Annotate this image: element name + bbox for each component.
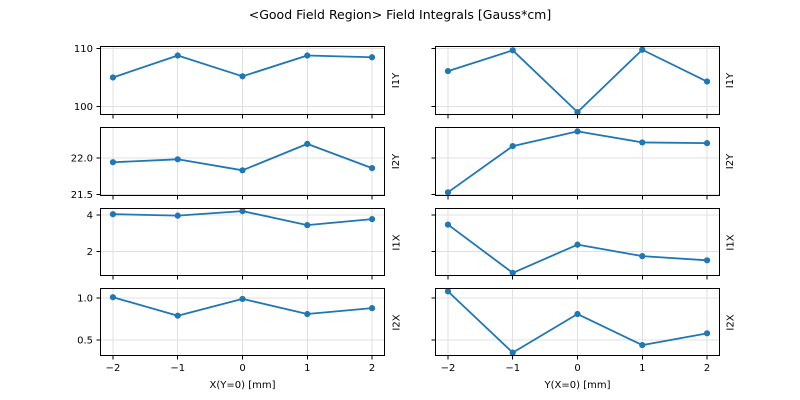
x-tick-label: 2 [704, 363, 710, 374]
ylabel-i2x-left-col: I2X [388, 288, 406, 356]
x-tick-label: 0 [574, 363, 580, 374]
subplot-canvas: 0.5 1.0 −2 −1 0 1 2 [77, 288, 385, 374]
x-tick-label: 2 [369, 363, 375, 374]
y-tick-label: 100 [74, 102, 93, 113]
subplot-canvas: 100 110 [74, 44, 385, 119]
ylabel-i1x-right-col: I1X [722, 208, 740, 276]
xlabel-left-column: X(Y=0) [mm] [209, 380, 276, 391]
ylabel-i2y-right-col: I2Y [722, 127, 740, 196]
ylabel-i1x-left-col: I1X [388, 208, 406, 276]
x-tick-label: 1 [639, 363, 645, 374]
x-tick-label: −2 [441, 363, 456, 374]
subplot-i1y-vs-x: 100 110 [74, 44, 385, 119]
subplot-canvas: 21.5 22.0 [71, 127, 385, 201]
figure-title: <Good Field Region> Field Integrals [Gau… [248, 7, 552, 22]
y-tick-label: 4 [87, 211, 93, 222]
ylabel-text: I1X [391, 233, 403, 251]
ylabel-text: I2Y [725, 153, 737, 170]
x-tick-label: −2 [106, 363, 121, 374]
y-tick-label: 22.0 [71, 153, 93, 164]
ylabel-text: I1X [725, 233, 737, 251]
y-tick-label: 0.5 [77, 336, 93, 347]
y-tick-label: 110 [74, 44, 93, 55]
y-tick-label: 1.0 [77, 294, 93, 305]
ylabel-i1y-left-col: I1Y [388, 46, 406, 115]
x-tick-label: 1 [304, 363, 310, 374]
ylabel-i1y-right-col: I1Y [722, 46, 740, 115]
x-tick-label: 0 [239, 363, 245, 374]
subplot-canvas: −2 −1 0 1 2 [431, 288, 720, 374]
x-tick-label: −1 [170, 363, 185, 374]
ylabel-i2x-right-col: I2X [722, 288, 740, 356]
y-tick-label: 21.5 [71, 190, 93, 201]
ylabel-text: I2Y [391, 153, 403, 170]
subplot-canvas [431, 127, 720, 200]
ylabel-text: I1Y [391, 72, 403, 89]
subplot-i1x-vs-y [431, 208, 720, 280]
xlabel-right-column: Y(X=0) [mm] [544, 380, 611, 391]
subplot-i2y-vs-x: 21.5 22.0 [71, 127, 385, 201]
subplot-canvas: 24 [87, 207, 385, 280]
subplot-i2x-vs-x: 0.5 1.0 −2 −1 0 1 2 [77, 288, 385, 374]
subplot-i2x-vs-y: −2 −1 0 1 2 [431, 288, 720, 374]
subplot-i1y-vs-y [431, 46, 720, 119]
ylabel-text: I2X [391, 313, 403, 331]
subplot-i2y-vs-y [431, 127, 720, 200]
ylabel-text: I2X [725, 313, 737, 331]
ylabel-text: I1Y [725, 72, 737, 89]
subplot-canvas [431, 46, 720, 119]
subplot-canvas [431, 208, 720, 280]
x-tick-label: −1 [505, 363, 520, 374]
ylabel-i2y-left-col: I2Y [388, 127, 406, 196]
y-tick-label: 2 [87, 247, 93, 258]
